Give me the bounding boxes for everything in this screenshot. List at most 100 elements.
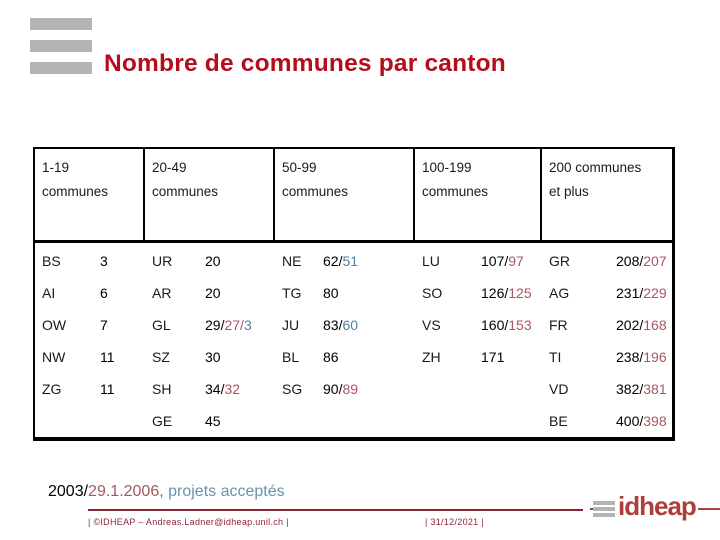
- value-segment: 238/: [616, 349, 644, 365]
- value-segment: 80: [323, 285, 339, 301]
- value-segment: 86: [323, 349, 339, 365]
- canton-value: 20: [205, 285, 221, 301]
- table-cell: OW 7: [35, 317, 145, 333]
- header-range-label: 1-19: [42, 160, 70, 175]
- table-cell: NE 62/51: [275, 253, 415, 269]
- value-segment: 153: [508, 317, 532, 333]
- canton-value: 202/168: [616, 317, 667, 333]
- table-cell: LU 107/97: [415, 253, 542, 269]
- canton-code: JU: [282, 317, 300, 333]
- value-segment: 11: [100, 381, 115, 397]
- footnote: 2003/29.1.2006, projets acceptés: [48, 483, 285, 501]
- table-row: AI 6 AR 20 TG 80 SO 126/125 AG 231/229: [35, 277, 672, 309]
- canton-value: 62/51: [323, 253, 358, 269]
- header-range-label: 20-49: [152, 160, 187, 175]
- canton-value: 7: [100, 317, 108, 333]
- table-cell: SH 34/32: [145, 381, 275, 397]
- table-cell: VD 382/381: [542, 381, 672, 397]
- header-unit-label: communes: [42, 184, 109, 199]
- value-segment: 20: [205, 285, 221, 301]
- gray-bar-icon: [30, 62, 92, 74]
- table-row: NW 11 SZ 30 BL 86 ZH 171 TI 238/196: [35, 341, 672, 373]
- table-row: ZG 11 SH 34/32 SG 90/89 VD 382/381: [35, 373, 672, 405]
- table-cell: AR 20: [145, 285, 275, 301]
- value-segment: 60: [342, 317, 359, 333]
- canton-code: AG: [549, 285, 570, 301]
- value-segment: 7: [100, 317, 108, 333]
- value-segment: 125: [508, 285, 532, 301]
- canton-value: 238/196: [616, 349, 667, 365]
- value-segment: 168: [643, 317, 667, 333]
- table-body: BS 3 UR 20 NE 62/51 LU 107/97 GR 208/207 AI 6 AR 20 TG…: [35, 245, 672, 437]
- table-cell: BS 3: [35, 253, 145, 269]
- canton-code: BS: [42, 253, 61, 269]
- canton-code: ZH: [422, 349, 441, 365]
- header-range-label: 100-199: [422, 160, 472, 175]
- value-segment: 160/: [481, 317, 509, 333]
- canton-code: AI: [42, 285, 56, 301]
- canton-code: AR: [152, 285, 172, 301]
- canton-code: OW: [42, 317, 67, 333]
- canton-code: TI: [549, 349, 562, 365]
- canton-code: NW: [42, 349, 66, 365]
- canton-code: GE: [152, 413, 173, 429]
- canton-code: GL: [152, 317, 171, 333]
- canton-code: UR: [152, 253, 173, 269]
- copyright-text: | ©IDHEAP – Andreas.Ladner@idheap.unil.c…: [88, 517, 289, 527]
- value-segment: 20: [205, 253, 221, 269]
- logo-bars-icon: [593, 501, 615, 519]
- value-segment: 381: [643, 381, 667, 397]
- value-segment: 208/: [616, 253, 644, 269]
- canton-code: SZ: [152, 349, 170, 365]
- footnote-segment: projets acceptés: [168, 483, 285, 500]
- table-cell: AG 231/229: [542, 285, 672, 301]
- canton-value: 11: [100, 349, 115, 365]
- value-segment: 11: [100, 349, 115, 365]
- table-cell: JU 83/60: [275, 317, 415, 333]
- canton-value: 126/125: [481, 285, 532, 301]
- footer-rule: [88, 509, 583, 511]
- header-range-label: 200 communes: [549, 160, 642, 175]
- canton-value: 208/207: [616, 253, 667, 269]
- gray-bar-icon: [30, 40, 92, 52]
- value-segment: 27/: [224, 317, 244, 333]
- header-cell: 200 communes et plus: [542, 149, 672, 240]
- value-segment: 196: [643, 349, 667, 365]
- footnote-segment: ,: [159, 483, 169, 500]
- value-segment: 45: [205, 413, 221, 429]
- canton-value: 29/27/3: [205, 317, 252, 333]
- footnote-segment: 2003/: [48, 483, 89, 500]
- table-cell: SO 126/125: [415, 285, 542, 301]
- header-unit-label: communes: [422, 184, 489, 199]
- value-segment: 6: [100, 285, 108, 301]
- header-unit-label: communes: [152, 184, 219, 199]
- table-cell: GE 45: [145, 413, 275, 429]
- canton-value: 160/153: [481, 317, 532, 333]
- table-cell: NW 11: [35, 349, 145, 365]
- canton-code: GR: [549, 253, 570, 269]
- table-header-row: 1-19 communes 20-49 communes 50-99 communes 10…: [35, 149, 672, 243]
- canton-value: 3: [100, 253, 108, 269]
- value-segment: 32: [224, 381, 241, 397]
- canton-code: SH: [152, 381, 172, 397]
- value-segment: 171: [481, 349, 505, 365]
- header-cell: 100-199 communes: [415, 149, 542, 240]
- canton-value: 382/381: [616, 381, 667, 397]
- table-cell: SG 90/89: [275, 381, 415, 397]
- table-cell: ZG 11: [35, 381, 145, 397]
- canton-code: ZG: [42, 381, 62, 397]
- canton-code: FR: [549, 317, 568, 333]
- value-segment: 62/: [323, 253, 343, 269]
- table-cell: BL 86: [275, 349, 415, 365]
- communes-table: 1-19 communes 20-49 communes 50-99 communes 10…: [33, 147, 675, 441]
- logo-wordmark: idheap: [616, 491, 698, 522]
- table-cell: GR 208/207: [542, 253, 672, 269]
- canton-value: 86: [323, 349, 339, 365]
- value-segment: 89: [342, 381, 359, 397]
- canton-code: BL: [282, 349, 300, 365]
- value-segment: 3: [243, 317, 252, 333]
- table-cell: TG 80: [275, 285, 415, 301]
- gray-bar-icon: [30, 18, 92, 30]
- canton-code: TG: [282, 285, 302, 301]
